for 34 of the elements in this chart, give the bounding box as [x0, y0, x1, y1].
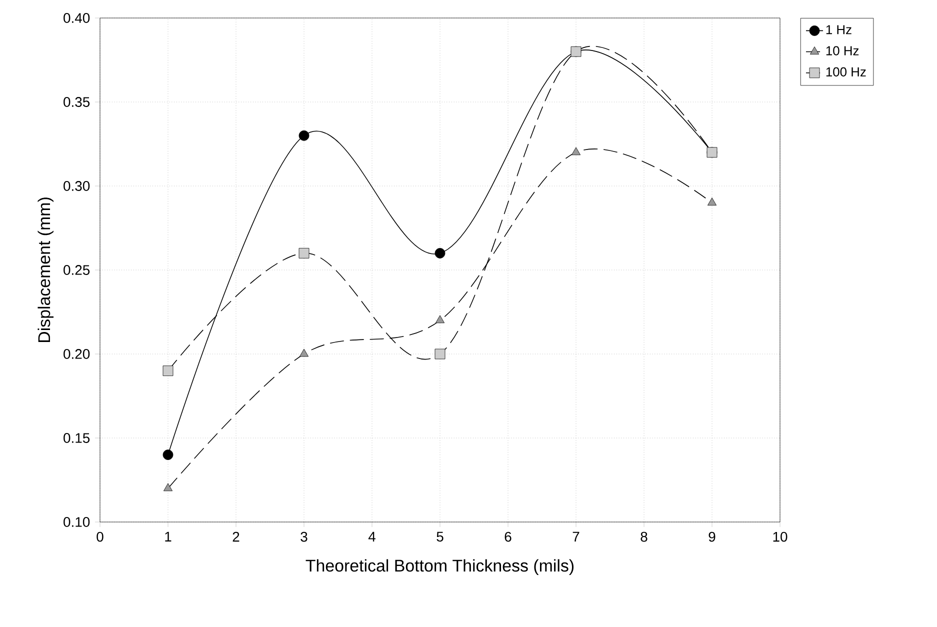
y-tick-label: 0.30	[64, 181, 90, 191]
y-tick-label: 0.25	[64, 265, 90, 275]
x-tick-label: 6	[504, 532, 512, 542]
x-tick-label: 5	[436, 532, 444, 542]
x-tick-label: 8	[640, 532, 648, 542]
y-tick-label: 0.15	[64, 433, 90, 443]
point	[162, 450, 174, 460]
legend-label: 100 Hz	[826, 67, 866, 76]
point	[162, 366, 174, 376]
x-axis-title: Theoretical Bottom Thickness (mils)	[306, 559, 574, 575]
x-tick-label: 1	[165, 532, 172, 542]
legend-label: 1 Hz	[826, 25, 852, 34]
y-tick-label: 0.10	[64, 517, 90, 527]
x-tick-label: 3	[300, 532, 308, 542]
legend-label: 10 Hz	[826, 46, 859, 56]
x-tick-label: 10	[773, 532, 788, 542]
y-axis-title: Displacement (mm)	[38, 198, 54, 342]
point	[571, 147, 581, 156]
x-tick-label: 0	[96, 532, 104, 542]
x-tick-label: 2	[232, 532, 240, 542]
y-tick-label: 0.20	[64, 349, 90, 359]
point	[434, 348, 446, 360]
point	[299, 348, 309, 357]
point	[434, 248, 446, 258]
point	[298, 130, 310, 141]
point	[435, 315, 445, 324]
x-tick-label: 4	[368, 532, 376, 542]
point	[707, 198, 717, 206]
y-tick-label: 0.35	[64, 97, 90, 107]
x-tick-label: 9	[708, 532, 716, 542]
x-tick-label: 7	[572, 532, 580, 542]
y-tick-label: 0.40	[64, 13, 90, 23]
point	[163, 483, 173, 492]
point	[298, 248, 310, 258]
